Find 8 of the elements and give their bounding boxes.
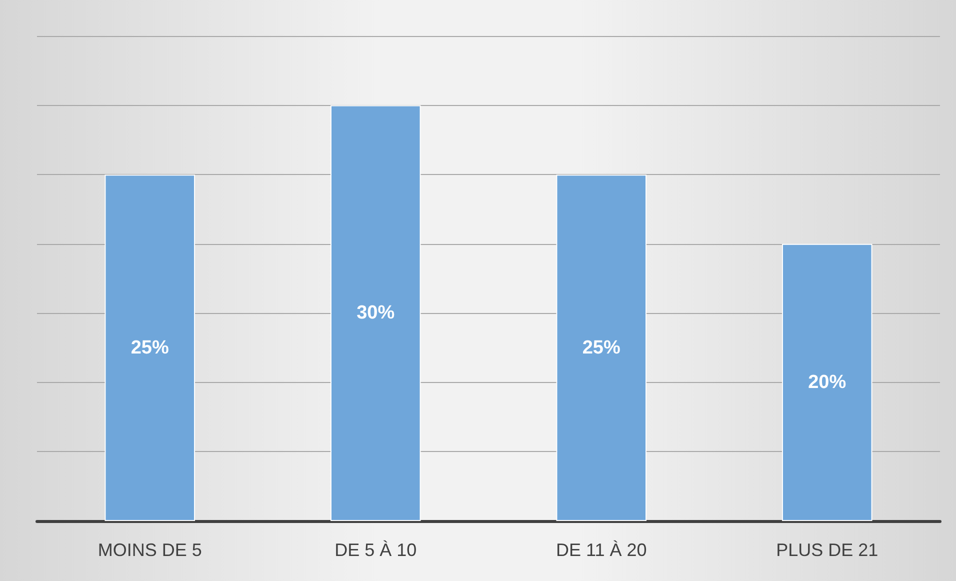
data-label: 25%	[582, 337, 620, 358]
x-tick-label: MOINS DE 5	[98, 540, 202, 560]
x-tick-label: DE 11 À 20	[556, 540, 647, 560]
x-tick-label: PLUS DE 21	[776, 540, 878, 560]
x-tick-label: DE 5 À 10	[334, 540, 417, 560]
data-label: 30%	[356, 302, 395, 324]
data-label: 20%	[808, 372, 846, 393]
data-label: 25%	[130, 337, 169, 358]
